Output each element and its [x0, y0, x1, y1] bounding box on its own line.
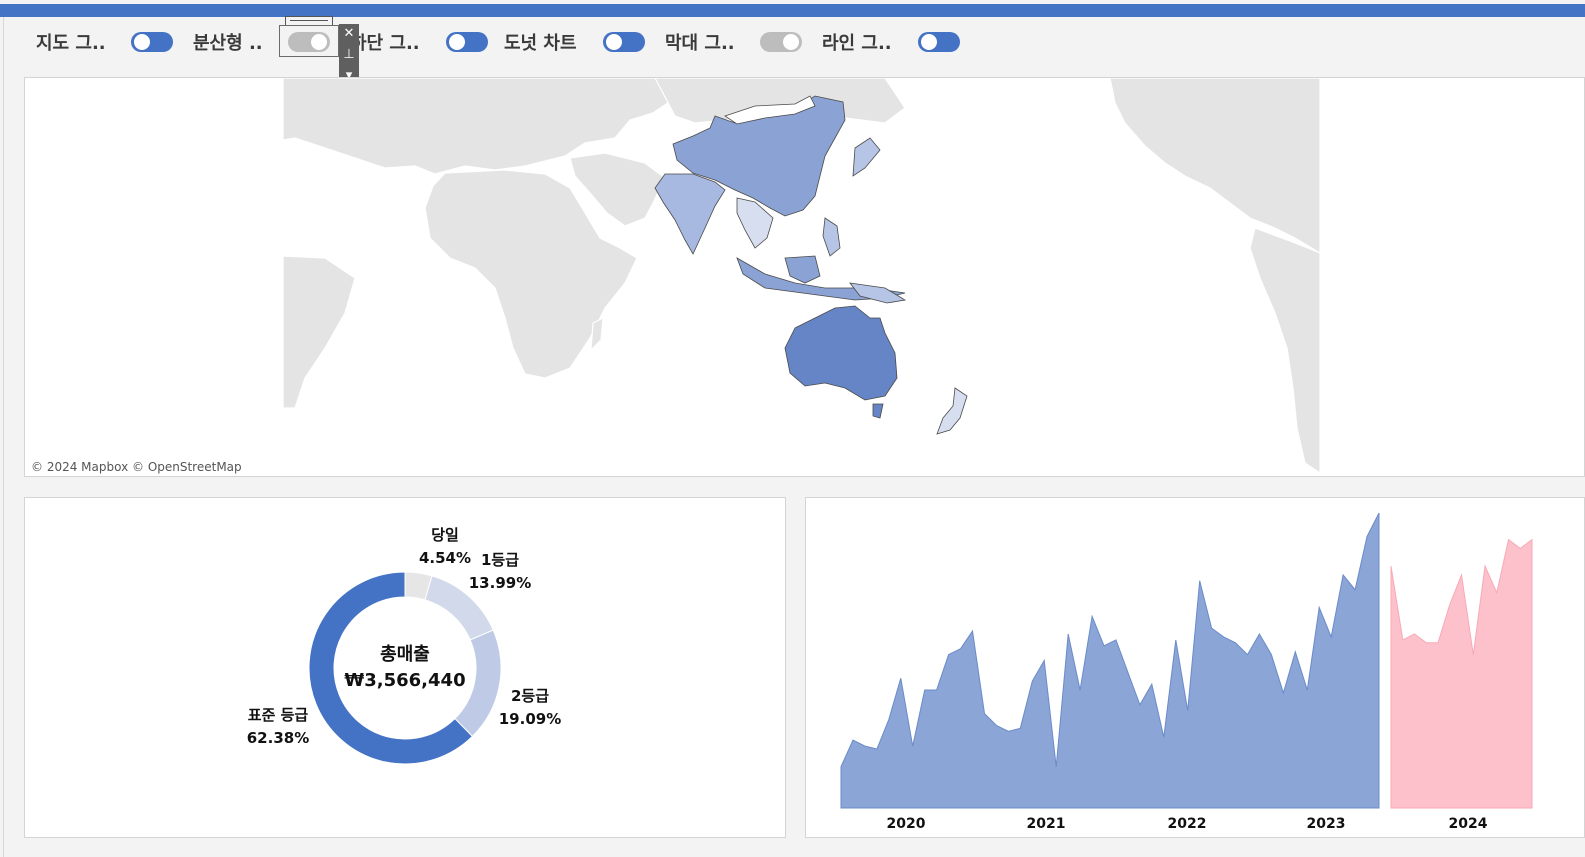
x-tick-2020: 2020 — [886, 816, 926, 832]
india-region — [654, 173, 726, 255]
donut-label-standard: 표준 등급 62.38% — [233, 704, 323, 750]
madagascar-land — [590, 316, 604, 352]
toggle-scatter-label: 분산형 .. — [193, 33, 263, 54]
area-series-1[interactable] — [1390, 538, 1533, 809]
x-tick-2021: 2021 — [1026, 816, 1066, 832]
donut-center-value: ₩3,566,440 — [344, 670, 466, 691]
toggle-bottom-switch[interactable] — [446, 32, 488, 52]
toggle-map[interactable]: 지도 그.. — [36, 24, 106, 60]
toggle-bottom-label: 하단 그.. — [350, 33, 420, 54]
toggle-map-switch[interactable] — [131, 32, 173, 52]
donut-label-pct: 13.99% — [468, 574, 532, 592]
switch-knob — [134, 34, 150, 50]
x-tick-2022: 2022 — [1167, 816, 1207, 832]
borneo-region — [784, 255, 821, 284]
southeast-asia-region — [736, 197, 774, 249]
donut-panel[interactable]: 총매출 ₩3,566,440 당일 4.54% 1등급 13.99% 2등급 1… — [24, 497, 786, 838]
toggle-line[interactable]: 라인 그.. — [822, 24, 892, 60]
south-america-land — [282, 255, 356, 409]
japan-region — [852, 137, 881, 177]
close-icon[interactable]: ✕ — [343, 26, 355, 41]
tasmania-region — [872, 403, 884, 419]
toggle-toolbar: 지도 그.. 분산형 .. 하단 그.. 도넛 차트 막대 그.. 라인 그.. — [0, 24, 1585, 60]
toggle-donut[interactable]: 도넛 차트 — [504, 24, 577, 60]
x-tick-2024: 2024 — [1448, 816, 1488, 832]
drag-grip-handle[interactable] — [285, 16, 333, 25]
toggle-bar-label: 막대 그.. — [665, 33, 735, 54]
switch-knob — [311, 34, 327, 50]
floating-controls: ✕ ⊥ ▾ — [339, 24, 359, 87]
selection-outline — [279, 25, 339, 57]
toggle-bar-switch[interactable] — [760, 32, 802, 52]
donut-label-name: 표준 등급 — [247, 706, 309, 724]
area-chart-panel[interactable]: 2020 2021 2022 2023 2024 — [805, 497, 1585, 838]
x-tick-2023: 2023 — [1306, 816, 1346, 832]
switch-knob — [449, 34, 465, 50]
donut-label-pct: 4.54% — [418, 549, 472, 567]
north-america-land — [1109, 78, 1321, 255]
switch-knob — [606, 34, 622, 50]
toggle-donut-label: 도넛 차트 — [504, 33, 577, 54]
switch-knob — [921, 34, 937, 50]
donut-label-name: 1등급 — [480, 551, 520, 569]
dropdown-arrow-icon[interactable]: ▾ — [345, 68, 353, 83]
middle-east-land — [569, 152, 666, 227]
map-panel[interactable]: © 2024 Mapbox © OpenStreetMap — [24, 77, 1585, 477]
left-edge-line — [3, 17, 4, 857]
donut-center-title: 총매출 — [380, 644, 430, 665]
map-attribution[interactable]: © 2024 Mapbox © OpenStreetMap — [31, 460, 242, 474]
new-zealand-region — [936, 387, 968, 435]
toggle-line-switch[interactable] — [918, 32, 960, 52]
toggle-bar[interactable]: 막대 그.. — [665, 24, 735, 60]
mongolia-region — [724, 95, 816, 125]
donut-slice-3[interactable] — [308, 571, 474, 765]
area-series-0[interactable] — [840, 512, 1380, 809]
donut-label-pct: 19.09% — [498, 710, 562, 728]
donut-label-pct: 62.38% — [246, 729, 310, 747]
toggle-line-label: 라인 그.. — [822, 33, 892, 54]
switch-knob — [783, 34, 799, 50]
africa-land — [424, 169, 638, 379]
toggle-bottom[interactable]: 하단 그.. — [350, 24, 420, 60]
new-guinea-region — [849, 282, 907, 304]
philippines-region — [822, 217, 841, 257]
donut-label-grade2: 2등급 19.09% — [495, 685, 565, 731]
top-accent-bar — [0, 4, 1585, 17]
toggle-scatter-switch[interactable] — [288, 32, 330, 52]
donut-label-name: 2등급 — [510, 687, 550, 705]
toggle-scatter[interactable]: 분산형 .. — [193, 24, 263, 60]
toggle-map-label: 지도 그.. — [36, 33, 106, 54]
donut-chart[interactable] — [25, 498, 786, 838]
donut-label-name: 당일 — [431, 526, 459, 544]
central-south-america-land — [1249, 227, 1321, 475]
toggle-donut-switch[interactable] — [603, 32, 645, 52]
area-chart[interactable] — [806, 498, 1585, 838]
pin-icon[interactable]: ⊥ — [343, 47, 355, 62]
donut-label-grade1: 1등급 13.99% — [465, 549, 535, 595]
world-map[interactable] — [25, 78, 1585, 477]
donut-label-same-day: 당일 4.54% — [410, 524, 480, 570]
australia-region — [784, 305, 898, 401]
